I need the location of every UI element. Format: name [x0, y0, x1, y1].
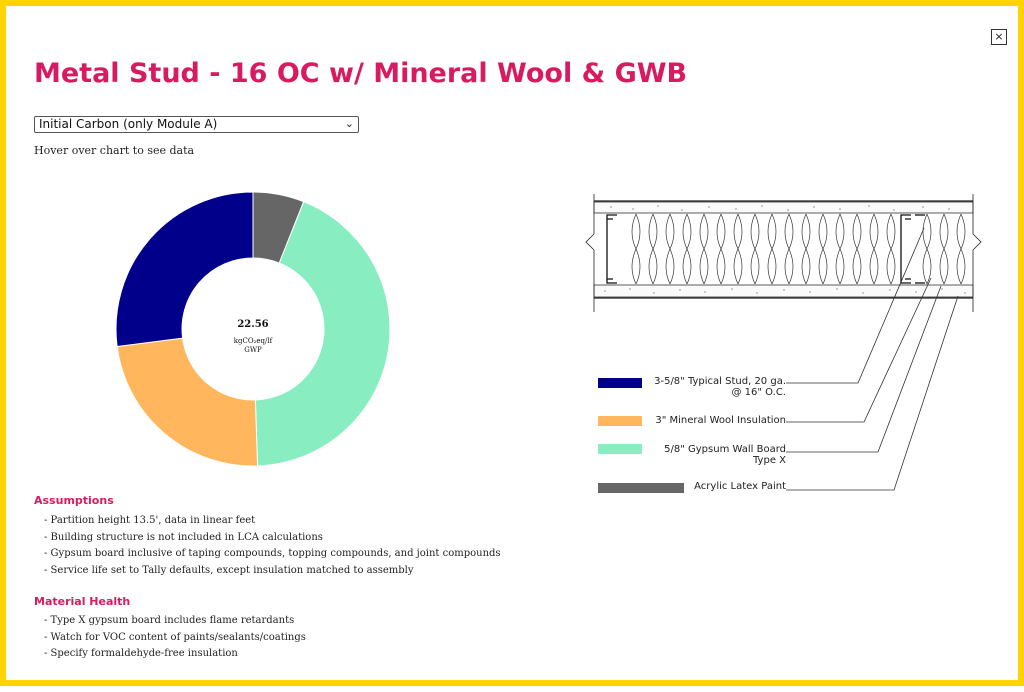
hover-hint: Hover over chart to see data: [34, 144, 195, 157]
leader-lines: [786, 227, 959, 491]
list-item: - Service life set to Tally defaults, ex…: [44, 564, 414, 576]
legend-label-paint: Acrylic Latex Paint: [694, 481, 786, 492]
legend-swatch-stud: [598, 378, 642, 388]
chart-unit-line2: GWP: [244, 346, 262, 354]
legend-label-gypsum: 5/8" Gypsum Wall Board Type X: [646, 444, 786, 466]
list-item: - Building structure is not included in …: [44, 531, 323, 543]
legend-swatch-insulation: [598, 416, 642, 426]
donut-slice-gypsum[interactable]: [254, 201, 391, 467]
view-select[interactable]: Initial Carbon (only Module A) ⌄: [34, 116, 359, 133]
donut-chart[interactable]: [6, 6, 506, 486]
donut-slice-insulation[interactable]: [116, 337, 259, 467]
list-item: - Type X gypsum board includes flame ret…: [44, 615, 295, 626]
list-item: - Partition height 13.5', data in linear…: [44, 515, 256, 526]
assumptions-heading: Assumptions: [34, 494, 114, 507]
list-item: - Gypsum board inclusive of taping compo…: [44, 548, 501, 559]
chevron-down-icon: ⌄: [344, 117, 354, 130]
legend-label-gypsum-line2: Type X: [753, 455, 786, 466]
chart-unit-line1: kgCO₂eq/lf: [233, 337, 273, 345]
material-health-list: - Type X gypsum board includes flame ret…: [44, 613, 306, 663]
close-button[interactable]: ×: [991, 29, 1007, 45]
donut-slice-stud[interactable]: [115, 191, 254, 348]
legend-label-stud: 3-5/8" Typical Stud, 20 ga. @ 16" O.C.: [646, 376, 786, 398]
list-item: - Specify formaldehyde-free insulation: [44, 648, 238, 659]
view-select-value: Initial Carbon (only Module A): [39, 117, 218, 131]
legend-swatch-gypsum: [598, 444, 642, 454]
list-item: - Watch for VOC content of paints/sealan…: [44, 631, 306, 643]
legend-label-gypsum-line1: 5/8" Gypsum Wall Board: [664, 444, 786, 455]
legend-label-insulation: 3" Mineral Wool Insulation: [655, 415, 786, 426]
material-health-heading: Material Health: [34, 595, 131, 608]
chart-total-unit: kgCO₂eq/lf GWP: [206, 337, 300, 355]
wall-section-drawing: [585, 194, 982, 312]
chart-total-value: 22.56: [237, 319, 269, 330]
legend-label-stud-line1: 3-5/8" Typical Stud, 20 ga.: [654, 376, 786, 387]
legend-label-stud-line2: @ 16" O.C.: [731, 387, 787, 398]
legend-swatch-paint: [598, 483, 684, 493]
page-title: Metal Stud - 16 OC w/ Mineral Wool & GWB: [34, 58, 688, 89]
assumptions-list: - Partition height 13.5', data in linear…: [44, 513, 501, 579]
